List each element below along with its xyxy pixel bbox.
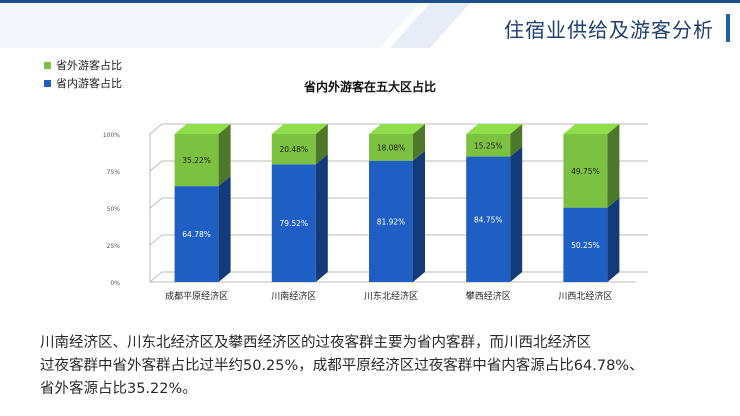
bar-segment [466, 134, 511, 157]
bar-segment-top [369, 124, 425, 134]
y-tick-label: 25% [107, 243, 121, 250]
paragraph-line: 省外客源占比35.22%。 [40, 381, 197, 397]
chart-legend: 省外游客占比 省内游客占比 [44, 56, 122, 92]
bar-segment-side [413, 124, 425, 161]
paragraph-line: 过夜客群中省外客群占比过半约50.25%，成都平原经济区过夜客群中省内客源占比6… [40, 358, 644, 374]
bar-segment-top [563, 124, 620, 134]
bar-segment-side [607, 197, 620, 282]
header-top-bar [0, 0, 740, 3]
data-label: 35.22% [182, 156, 211, 165]
data-label: 64.78% [182, 230, 211, 239]
data-label: 50.25% [571, 241, 600, 250]
gridline-side [149, 197, 163, 209]
bar-segment-side [315, 154, 328, 282]
gridline-side [149, 271, 163, 283]
y-tick-label: 50% [107, 206, 121, 213]
legend-label-inside: 省内游客占比 [56, 77, 122, 90]
bar-segment [271, 164, 316, 282]
header-decoration [0, 3, 470, 48]
bar-segment [563, 207, 608, 282]
bar-segment [369, 134, 413, 161]
legend-item-inside: 省内游客占比 [44, 74, 122, 92]
bar-segment-side [510, 124, 523, 157]
y-tick-label: 75% [107, 169, 121, 176]
x-tick-label: 川东北经济区 [364, 290, 418, 302]
data-label: 18.08% [377, 143, 406, 152]
paragraph-line: 川南经济区、川东北经济区及攀西经济区的过夜客群主要为省内客群，而川西北经济区 [40, 335, 591, 351]
bar-segment-top [174, 124, 231, 134]
bar-segment [369, 160, 413, 282]
analysis-paragraph: 川南经济区、川东北经济区及攀西经济区的过夜客群主要为省内客群，而川西北经济区 过… [40, 332, 710, 401]
page-title: 住宿业供给及游客分析 [504, 18, 714, 42]
data-label: 49.75% [571, 167, 600, 176]
bar-segment-top [466, 124, 523, 134]
data-label: 20.48% [279, 145, 308, 154]
y-tick-label: 0% [110, 280, 120, 287]
bar-segment-side [510, 146, 523, 282]
legend-swatch-inside [44, 79, 51, 87]
legend-item-outside: 省外游客占比 [44, 56, 122, 74]
bar-segment [174, 134, 219, 187]
data-label: 79.52% [279, 219, 308, 228]
x-tick-label: 川西北经济区 [558, 290, 612, 302]
bar-segment [271, 134, 316, 165]
bar-segment-side [218, 176, 231, 282]
bar-segment-top [271, 124, 328, 134]
x-tick-label: 川南经济区 [271, 290, 316, 302]
gridline-side [149, 123, 163, 135]
gridline-side [149, 160, 163, 172]
bar-segment-side [413, 150, 425, 282]
bar-segment [174, 186, 219, 282]
legend-label-outside: 省外游客占比 [56, 59, 122, 72]
data-label: 15.25% [474, 141, 503, 150]
bar-segment [563, 134, 608, 208]
title-accent-bar [726, 14, 730, 42]
gridline-side [149, 234, 163, 246]
y-tick-label: 100% [103, 132, 120, 139]
x-tick-label: 攀西经济区 [466, 290, 511, 302]
legend-swatch-outside [44, 61, 51, 69]
bar-segment-side [315, 124, 328, 165]
bar-segment-side [218, 124, 231, 187]
bar-segment-side [607, 124, 620, 208]
x-tick-label: 成都平原经济区 [165, 290, 228, 302]
bar-segment [466, 156, 511, 282]
chart-title: 省内外游客在五大区占比 [303, 80, 436, 94]
data-label: 81.92% [377, 217, 406, 226]
data-label: 84.75% [474, 215, 503, 224]
stacked-bar-chart: 0% 25% 50% 75% 100% 64.78% 35.22% 成都平原经济区 79.52%… [103, 123, 648, 302]
